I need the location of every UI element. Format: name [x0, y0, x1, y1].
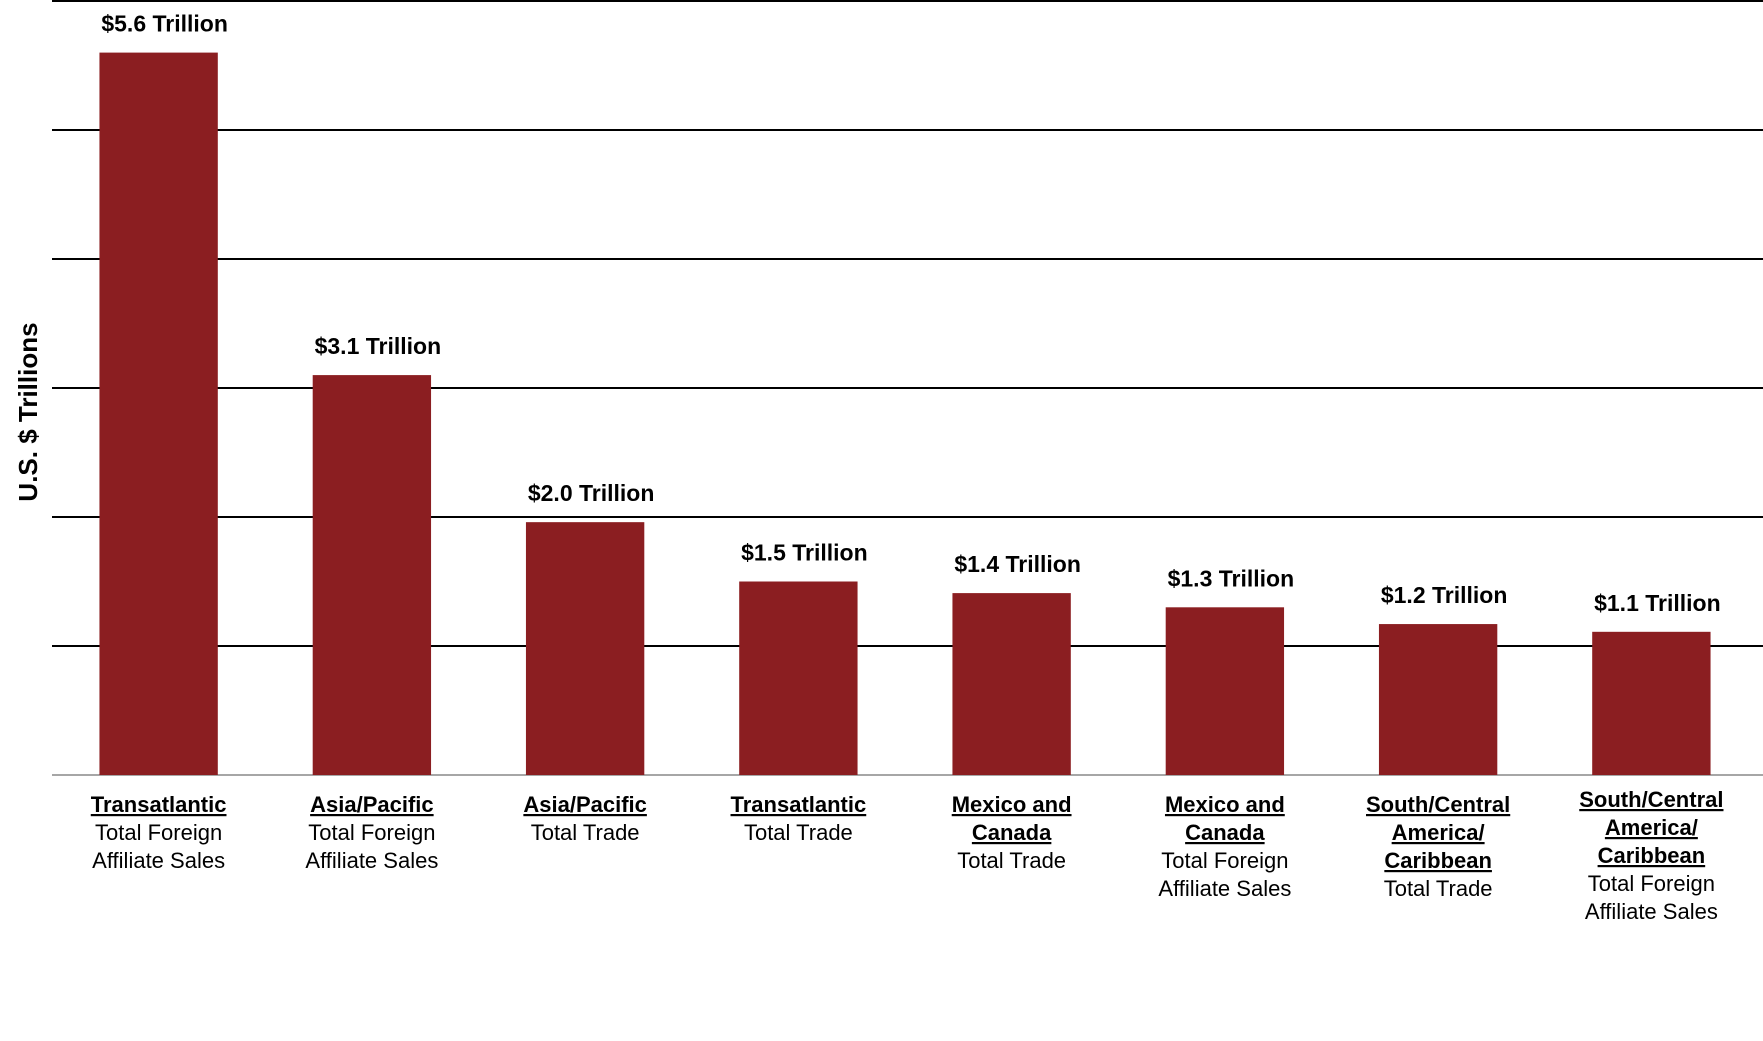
value-label: $3.1 Trillion	[315, 333, 442, 359]
value-label: $1.2 Trillion	[1381, 582, 1508, 608]
category-region-label: Asia/Pacific	[310, 792, 434, 817]
category-region-label: Mexico and	[1165, 792, 1285, 817]
category-region-label: Mexico and	[952, 792, 1072, 817]
category-metric-label: Total Trade	[1384, 876, 1493, 901]
bar	[312, 375, 432, 775]
gridlines	[52, 0, 1763, 776]
category-region-label: South/Central	[1579, 787, 1723, 812]
category-metric-label: Total Foreign	[308, 820, 435, 845]
bar	[1165, 607, 1285, 775]
category-metric-label: Total Trade	[744, 820, 853, 845]
category-labels: Transatlantic Total Foreign Affiliate Sale…	[91, 787, 1724, 924]
value-labels: $5.6 Trillion $3.1 Trillion $2.0 Trillion $…	[101, 11, 1720, 616]
category-metric-label: Affiliate Sales	[1158, 876, 1291, 901]
bar	[952, 593, 1071, 775]
category-region-label: Asia/Pacific	[523, 792, 647, 817]
value-label: $1.4 Trillion	[954, 551, 1081, 577]
bar	[739, 581, 858, 775]
value-label: $1.1 Trillion	[1594, 590, 1721, 616]
category-metric-label: Affiliate Sales	[1585, 899, 1718, 924]
bar	[1592, 631, 1711, 775]
category-metric-label: Total Foreign	[95, 820, 222, 845]
category-region-label: Canada	[1185, 820, 1265, 845]
category-region-label: Canada	[972, 820, 1052, 845]
category-metric-label: Total Foreign	[1588, 871, 1715, 896]
category-region-label: America/	[1392, 820, 1485, 845]
bar	[99, 52, 218, 776]
category-metric-label: Affiliate Sales	[305, 848, 438, 873]
value-label: $5.6 Trillion	[101, 11, 228, 37]
value-label: $1.3 Trillion	[1168, 565, 1295, 591]
category-metric-label: Affiliate Sales	[92, 848, 225, 873]
category-metric-label: Total Trade	[531, 820, 640, 845]
category-region-label: Caribbean	[1384, 848, 1492, 873]
bar	[525, 522, 645, 775]
category-region-label: South/Central	[1366, 792, 1510, 817]
value-label: $2.0 Trillion	[528, 480, 655, 506]
bars	[99, 52, 1711, 776]
value-label: $1.5 Trillion	[741, 540, 868, 566]
category-metric-label: Total Foreign	[1161, 848, 1288, 873]
category-region-label: America/	[1605, 815, 1698, 840]
category-region-label: Caribbean	[1598, 843, 1706, 868]
y-axis-label: U.S. $ Trillions	[13, 322, 43, 501]
category-region-label: Transatlantic	[91, 792, 227, 817]
category-region-label: Transatlantic	[731, 792, 867, 817]
category-metric-label: Total Trade	[957, 848, 1066, 873]
bar	[1378, 624, 1498, 775]
